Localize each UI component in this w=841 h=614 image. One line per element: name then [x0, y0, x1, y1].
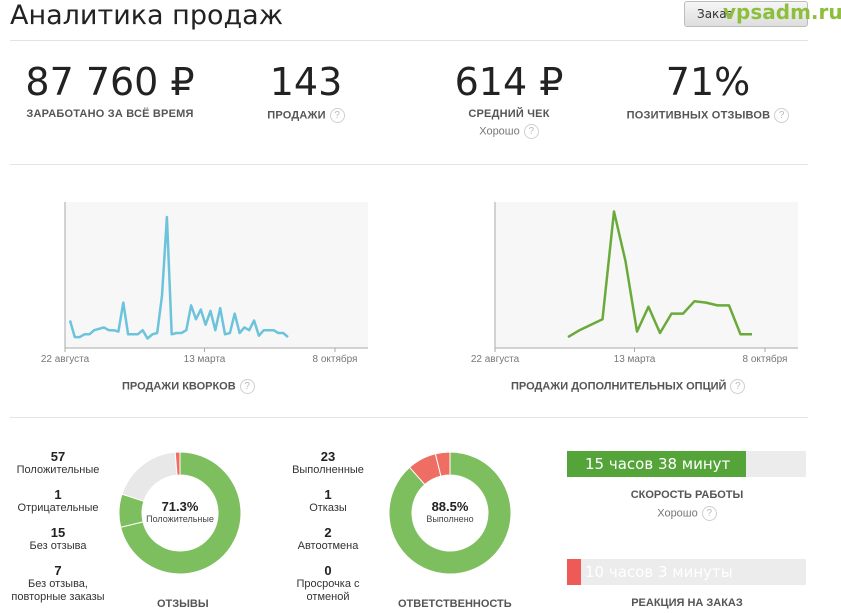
help-icon[interactable]: ?	[329, 108, 345, 123]
stat-avg-check-label: СРЕДНИЙ ЧЕК	[468, 108, 550, 120]
series-line	[68, 215, 289, 340]
page-title: Аналитика продаж	[10, 0, 284, 31]
stat-earned: 87 760 ₽ ЗАРАБОТАНО ЗА ВСЁ ВРЕМЯ	[22, 60, 198, 120]
work-speed-caption: СКОРОСТЬ РАБОТЫ Хорошо?	[630, 489, 744, 521]
x-tick-label: 22 августа	[471, 354, 520, 365]
work-speed-bar-fill	[567, 451, 747, 477]
stat-earned-label: ЗАРАБОТАНО ЗА ВСЁ ВРЕМЯ	[26, 108, 194, 120]
donut-slice	[434, 451, 451, 477]
help-icon[interactable]: ?	[701, 506, 717, 521]
help-icon[interactable]: ?	[239, 379, 255, 394]
responsibility-donut	[388, 451, 512, 575]
donut-slice	[174, 451, 181, 476]
reaction-value: 10 часов 3 минуты	[585, 563, 733, 581]
plot-area	[495, 202, 798, 348]
help-icon[interactable]: ?	[523, 124, 539, 139]
stat-sales: 143 ПРОДАЖИ?	[236, 60, 376, 123]
x-tick-label: 13 марта	[184, 354, 226, 365]
stat-avg-check-rating: Хорошо	[479, 125, 520, 138]
resp-refusals: 1 Отказы	[309, 487, 347, 514]
donut-slice	[388, 451, 512, 575]
x-tick-label: 8 октября	[313, 353, 358, 365]
watermark: vpsadm.ru	[723, 0, 841, 24]
x-tick-label: 8 октября	[743, 353, 788, 365]
extra-options-sales-chart-title: ПРОДАЖИ ДОПОЛНИТЕЛЬНЫХ ОПЦИЙ?	[511, 379, 746, 394]
stat-positive-reviews-value: 71%	[665, 60, 751, 104]
divider	[10, 417, 808, 418]
orders-button[interactable]: Заказ	[684, 1, 808, 27]
x-tick-label: 13 марта	[614, 354, 656, 365]
stat-avg-check-value: 614 ₽	[454, 60, 564, 104]
donut-slice	[121, 451, 178, 502]
kwork-sales-chart: 22 августа 13 марта 8 октября	[41, 202, 368, 365]
extra-options-sales-chart: 22 августа 13 марта 8 октября	[471, 202, 798, 365]
x-tick-label: 22 августа	[41, 354, 90, 365]
help-icon[interactable]: ?	[730, 379, 746, 394]
stat-sales-label: ПРОДАЖИ	[267, 109, 326, 122]
resp-auto-cancel: 2 Автоотмена	[297, 525, 359, 552]
kwork-sales-chart-title: ПРОДАЖИ КВОРКОВ?	[122, 379, 255, 394]
responsibility-donut-center: 88.5% Выполнено	[426, 499, 474, 524]
stat-earned-value: 87 760 ₽	[25, 60, 195, 104]
reviews-positive: 57 Положительные	[16, 449, 100, 476]
series-line	[567, 210, 752, 339]
stat-avg-check: 614 ₽ СРЕДНИЙ ЧЕК Хорошо?	[434, 60, 584, 139]
donut-slice	[120, 451, 242, 575]
reaction-bar: 10 часов 3 минуты	[567, 559, 806, 585]
responsibility-caption: ОТВЕТСТВЕННОСТЬ	[398, 598, 512, 610]
divider	[10, 40, 808, 41]
reviews-no-review: 15 Без отзыва	[29, 525, 87, 552]
resp-overdue-cancel: 0 Просрочка с отменой	[296, 563, 360, 603]
work-speed-value: 15 часов 38 минут	[585, 455, 731, 473]
stat-positive-reviews-label: ПОЗИТИВНЫХ ОТЗЫВОВ	[626, 109, 771, 122]
stat-positive-reviews: 71% ПОЗИТИВНЫХ ОТЗЫВОВ?	[620, 60, 796, 123]
help-icon[interactable]: ?	[774, 108, 790, 123]
reviews-negative: 1 Отрицательные	[17, 487, 99, 514]
reviews-caption: ОТЗЫВЫ	[157, 598, 209, 610]
divider	[10, 164, 808, 165]
stat-sales-value: 143	[269, 60, 343, 104]
reviews-donut-center: 71.3% Положительные	[146, 499, 214, 524]
resp-completed: 23 Выполненные	[292, 449, 364, 476]
work-speed-bar: 15 часов 38 минут	[567, 451, 806, 477]
reaction-bar-fill	[567, 559, 582, 585]
reaction-caption: РЕАКЦИЯ НА ЗАКАЗ	[631, 597, 743, 609]
reviews-no-review-repeat: 7 Без отзыва, повторные заказы	[11, 563, 105, 603]
reviews-donut	[118, 451, 242, 575]
